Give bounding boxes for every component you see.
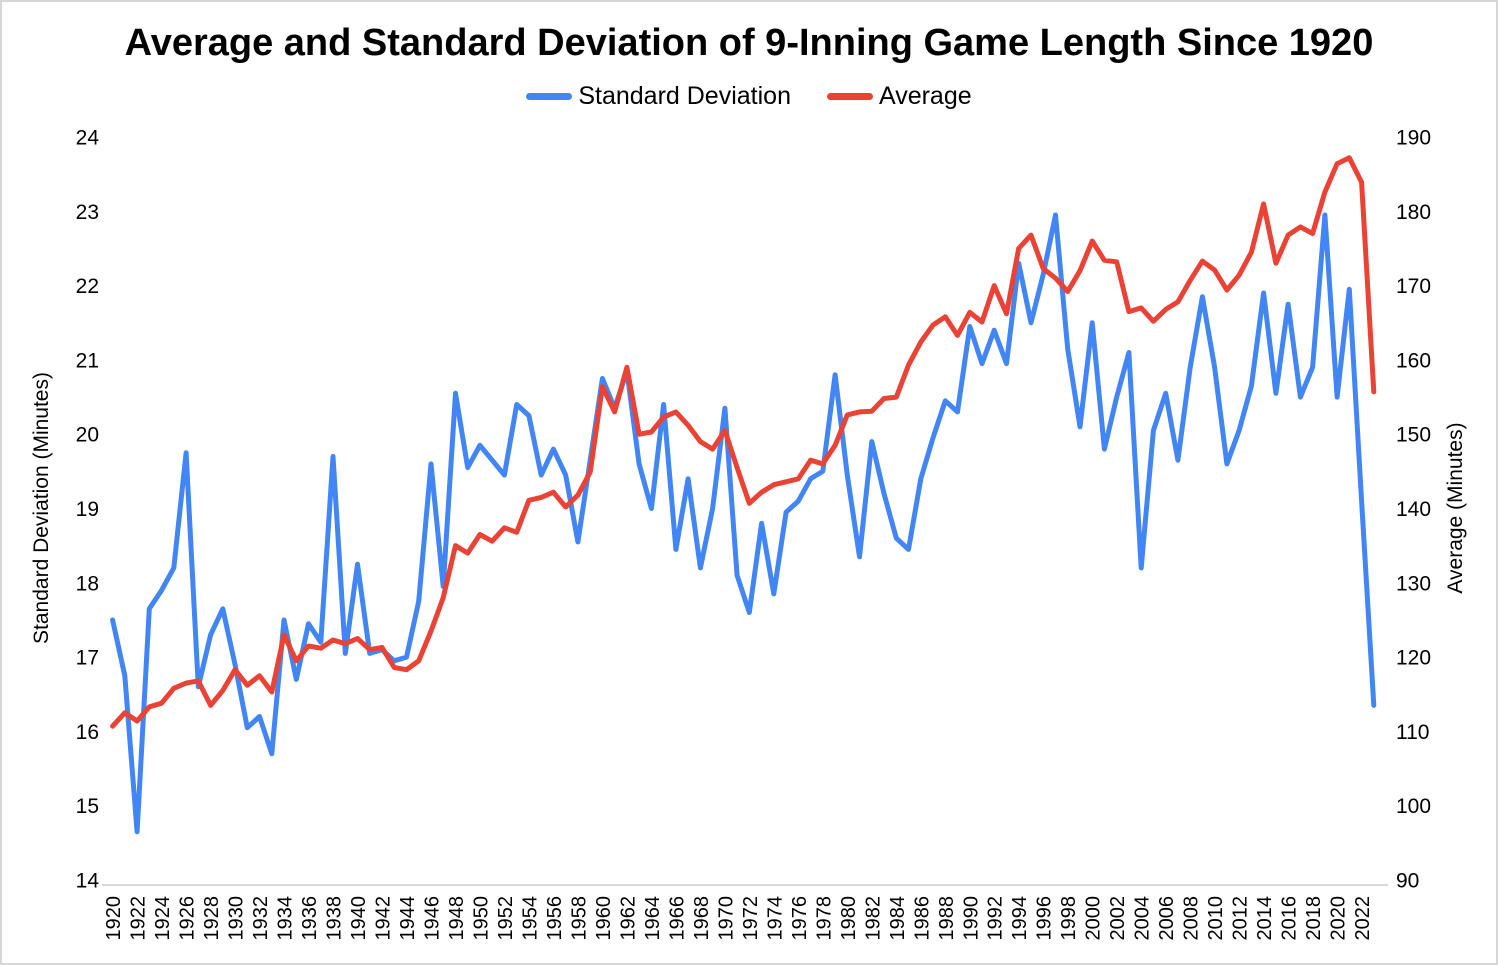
left-tick-label: 18 (76, 572, 99, 595)
x-tick-label: 1998 (1058, 896, 1080, 941)
left-axis-title: Standard Deviation (Minutes) (30, 372, 53, 644)
x-tick-label: 1978 (813, 896, 835, 941)
left-tick-label: 17 (76, 647, 99, 670)
x-axis-tick-labels: 1920 1922 1924 1926 1928 1930 1932 1934 1936 1938… (103, 896, 1374, 941)
right-tick-label: 130 (1396, 572, 1431, 595)
left-tick-label: 15 (76, 795, 99, 818)
x-tick-label: 1948 (446, 896, 468, 941)
x-tick-label: 1920 (103, 896, 125, 941)
x-tick-label: 2020 (1328, 896, 1350, 941)
x-tick-label: 1928 (201, 896, 223, 941)
x-tick-label: 2018 (1303, 896, 1325, 941)
x-tick-label: 1930 (226, 896, 248, 941)
left-tick-label: 21 (76, 349, 99, 372)
x-tick-label: 1958 (568, 896, 590, 941)
x-tick-label: 1968 (691, 896, 713, 941)
series-lines (110, 155, 1377, 835)
right-tick-label: 90 (1396, 870, 1419, 893)
right-tick-label: 170 (1396, 275, 1431, 298)
x-tick-label: 1952 (495, 896, 517, 941)
legend-item-standard-deviation: Standard Deviation (526, 82, 791, 111)
x-tick-label: 2004 (1132, 896, 1154, 941)
x-tick-label: 2008 (1181, 896, 1203, 941)
right-tick-label: 100 (1396, 795, 1431, 818)
x-tick-label: 1970 (715, 896, 737, 941)
x-tick-label: 1936 (299, 896, 321, 941)
x-tick-label: 1940 (348, 896, 370, 941)
x-tick-label: 1986 (911, 896, 933, 941)
x-tick-label: 1966 (666, 896, 688, 941)
x-tick-label: 1972 (740, 896, 762, 941)
x-tick-label: 1976 (789, 896, 811, 941)
x-tick-label: 1974 (764, 896, 786, 941)
average-line-swatch-icon (826, 93, 873, 100)
x-tick-label: 2002 (1107, 896, 1129, 941)
left-tick-label: 16 (76, 721, 99, 744)
legend-item-average: Average (826, 82, 972, 111)
average-line (110, 155, 1377, 729)
left-axis-tick-labels: 24 23 22 21 20 19 18 17 16 15 14 (76, 127, 100, 893)
x-tick-label: 2022 (1352, 896, 1374, 941)
standard-deviation-line-swatch-icon (526, 93, 573, 100)
x-tick-label: 1956 (544, 896, 566, 941)
x-tick-label: 1988 (936, 896, 958, 941)
x-tick-label: 1944 (397, 896, 419, 941)
x-tick-label: 1980 (838, 896, 860, 941)
left-tick-label: 23 (76, 201, 99, 224)
right-tick-label: 160 (1396, 349, 1431, 372)
x-tick-label: 2010 (1205, 896, 1227, 941)
right-tick-label: 120 (1396, 647, 1431, 670)
x-tick-label: 1926 (177, 896, 199, 941)
right-tick-label: 150 (1396, 424, 1431, 447)
right-tick-label: 140 (1396, 498, 1431, 521)
right-tick-label: 180 (1396, 201, 1431, 224)
right-tick-label: 190 (1396, 127, 1431, 150)
x-tick-label: 2016 (1279, 896, 1301, 941)
x-tick-label: 1946 (421, 896, 443, 941)
x-tick-label: 1950 (470, 896, 492, 941)
legend-label-standard-deviation: Standard Deviation (578, 82, 791, 110)
right-axis-title: Average (Minutes) (1444, 422, 1467, 593)
x-tick-label: 1932 (250, 896, 272, 941)
x-tick-label: 1954 (519, 896, 541, 941)
x-tick-label: 2006 (1156, 896, 1178, 941)
x-tick-label: 1962 (617, 896, 639, 941)
x-tick-label: 2012 (1230, 896, 1252, 941)
left-tick-label: 19 (76, 498, 99, 521)
x-tick-label: 2000 (1083, 896, 1105, 941)
right-tick-label: 110 (1396, 721, 1429, 744)
x-tick-label: 1938 (324, 896, 346, 941)
left-tick-label: 14 (76, 870, 100, 893)
x-tick-label: 1924 (152, 896, 174, 941)
left-tick-label: 24 (76, 127, 100, 150)
x-tick-label: 1984 (887, 896, 909, 941)
x-tick-label: 1960 (593, 896, 615, 941)
x-tick-label: 1934 (275, 896, 297, 941)
left-tick-label: 20 (76, 424, 99, 447)
x-tick-label: 1982 (862, 896, 884, 941)
chart-title: Average and Standard Deviation of 9-Inni… (124, 22, 1374, 64)
legend: Standard Deviation Average (2, 82, 1496, 111)
x-tick-label: 1942 (372, 896, 394, 941)
x-tick-label: 2014 (1254, 896, 1276, 941)
right-axis-tick-labels: 190 180 170 160 150 140 130 120 110 100 90 (1396, 127, 1431, 893)
x-tick-label: 1992 (985, 896, 1007, 941)
x-tick-label: 1922 (128, 896, 150, 941)
left-tick-label: 22 (76, 275, 99, 298)
x-tick-label: 1994 (1009, 896, 1031, 941)
x-tick-label: 1996 (1034, 896, 1056, 941)
x-tick-label: 1964 (642, 896, 664, 941)
standard-deviation-line (110, 212, 1377, 835)
legend-label-average: Average (878, 82, 972, 110)
x-tick-label: 1990 (960, 896, 982, 941)
